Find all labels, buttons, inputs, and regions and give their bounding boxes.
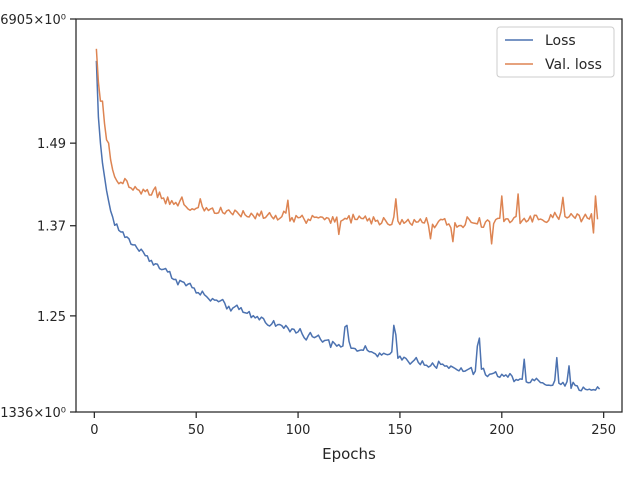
legend-label: Loss — [545, 33, 576, 49]
x-tick-label: 50 — [188, 423, 205, 438]
x-tick-label: 250 — [591, 423, 616, 438]
series-line-val-loss — [95, 48, 599, 245]
x-tick-label: 200 — [489, 423, 514, 438]
y-tick-label: 1.25 — [37, 310, 66, 325]
legend: Loss Val. loss — [496, 26, 615, 78]
x-axis: 0 50 100 150 200 250 — [90, 412, 616, 438]
x-tick-label: 0 — [90, 423, 98, 438]
y-tick-label: 1.37 — [37, 220, 66, 235]
y-tick-label: 1.6905×10⁰ — [0, 13, 66, 28]
y-axis: 1.1336×10⁰ 1.25 1.37 1.49 1.6905×10⁰ — [0, 13, 76, 421]
series-line-loss — [95, 60, 601, 392]
x-tick-label: 100 — [286, 423, 311, 438]
legend-label: Val. loss — [545, 57, 602, 73]
y-tick-label: 1.49 — [37, 137, 66, 152]
y-tick-label: 1.1336×10⁰ — [0, 406, 66, 421]
x-tick-label: 150 — [388, 423, 413, 438]
plot-frame — [75, 18, 623, 413]
series-group — [95, 48, 601, 392]
x-axis-title: Epochs — [322, 445, 376, 463]
